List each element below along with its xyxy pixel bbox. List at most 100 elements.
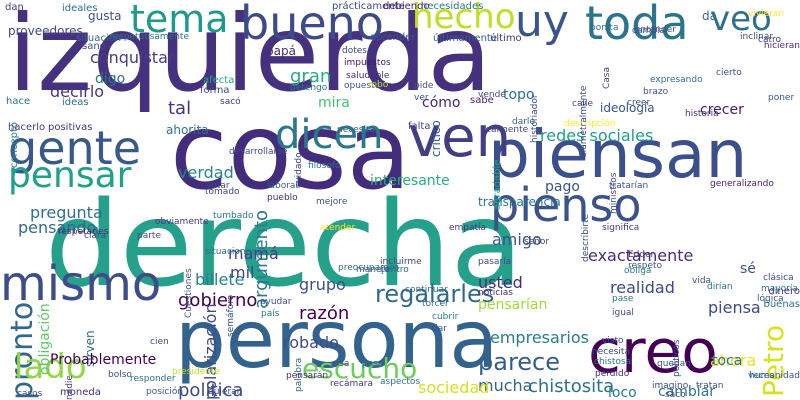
cloud-word: toda (585, 0, 689, 50)
cloud-word: cierto (716, 68, 742, 78)
cloud-word: realidad (610, 278, 675, 297)
cloud-word: filósofo (308, 161, 341, 171)
cloud-word: cambia (632, 26, 665, 36)
cloud-word: escucho (302, 352, 418, 385)
cloud-word: cambiar (658, 384, 716, 400)
cloud-word: preocupamos (338, 263, 400, 273)
cloud-word: hicieran (763, 41, 800, 51)
cloud-word: Probablemente (50, 352, 157, 368)
cloud-word: dicen (275, 112, 384, 158)
cloud-word: exactamente (588, 246, 694, 265)
cloud-word: dan (5, 2, 24, 13)
cloud-word: Cuestiones (184, 268, 194, 318)
cloud-word: mejore (316, 197, 348, 207)
cloud-word: pensarán (286, 371, 329, 381)
cloud-word: respeto (628, 261, 663, 271)
cloud-word: parece (478, 348, 561, 376)
cloud-word: laboral (267, 181, 298, 191)
cloud-word: recámara (330, 379, 374, 389)
cloud-word: desarrollarse (229, 147, 288, 157)
cloud-word: billete (195, 270, 245, 289)
cloud-word: pensarían (478, 297, 548, 313)
cloud-word: usted (478, 273, 523, 292)
cloud-word: ahorita (166, 123, 209, 137)
cloud-word: empresarios (490, 328, 589, 347)
cloud-word: moneda (60, 387, 101, 398)
cloud-word: gusta (88, 9, 122, 23)
cloud-word: lado (14, 347, 87, 387)
cloud-word: mucha (478, 376, 533, 395)
cloud-word: cubrir (432, 312, 459, 322)
cloud-word: pienso (490, 178, 642, 232)
cloud-word: respetuosamente (110, 32, 189, 42)
cloud-word: detengo (290, 83, 328, 93)
cloud-word: ideales (62, 3, 98, 14)
cloud-word: pase (612, 294, 634, 304)
cloud-word: ministros (609, 172, 619, 214)
cloud-word: topo (503, 87, 535, 103)
cloud-word: lógica (757, 294, 784, 304)
cloud-word: verdad (178, 163, 234, 182)
cloud-word: tratarían (609, 181, 649, 191)
cloud-word: señor (524, 237, 550, 247)
cloud-word: políticos (672, 339, 682, 377)
cloud-word: prácticamente (332, 1, 405, 12)
cloud-word: historia (685, 109, 719, 119)
cloud-word: entender (635, 25, 676, 35)
cloud-word: parte (137, 231, 161, 241)
cloud-word: pasa (362, 359, 384, 369)
cloud-word: piensa (708, 298, 761, 317)
cloud-word: piensan (488, 116, 748, 193)
cloud-word: responder (130, 374, 176, 384)
cloud-word: concepto (9, 122, 20, 168)
cloud-word: obviamente (155, 217, 209, 227)
cloud-word: digo (95, 71, 126, 87)
cloud-word: vende (478, 90, 506, 100)
cloud-word: vida (692, 276, 712, 286)
cloud-word: imagino (652, 381, 689, 391)
cloud-word: mismo (0, 256, 162, 312)
cloud-word: torcer (422, 299, 449, 309)
cloud-word: amigo (492, 230, 542, 249)
cloud-word: situaciones (205, 247, 256, 257)
cloud-word: pregunta (30, 203, 103, 222)
cloud-word: da (702, 9, 717, 23)
cloud-word: chistosa (594, 357, 632, 367)
cloud-word: últimamente (433, 33, 497, 44)
cloud-word: positivas (48, 122, 93, 133)
cloud-word: papá (266, 44, 296, 58)
cloud-word: diametralmente (579, 85, 589, 158)
cloud-word: robo (368, 80, 389, 90)
cloud-word: ideas (62, 97, 89, 108)
cloud-word: pago (545, 179, 580, 195)
cloud-word: pensar (8, 155, 132, 196)
cloud-word: creo (588, 317, 718, 387)
cloud-word: Petro (757, 324, 790, 397)
cloud-word: brazo (643, 87, 669, 97)
cloud-word: mira (318, 95, 350, 111)
cloud-word: gran (290, 66, 332, 87)
cloud-word: descripción (564, 119, 616, 129)
cloud-word: bonita (590, 23, 619, 33)
cloud-word: obliga (624, 266, 652, 276)
cloud-word: persona (175, 293, 499, 386)
cloud-word: presidente (172, 367, 220, 377)
cloud-word: hacerlo (8, 122, 46, 133)
cloud-word: posición (146, 387, 184, 397)
cloud-word: pasaría (478, 257, 512, 267)
cloud-word: mamá (228, 244, 279, 263)
cloud-word: grupo (299, 275, 346, 294)
cloud-word: poner (768, 93, 795, 103)
cloud-word: razón (299, 303, 350, 324)
cloud-word: conquistar (90, 48, 175, 67)
cloud-word: manejo (356, 265, 390, 275)
cloud-word: saludable (346, 71, 390, 81)
cloud-word: humanidad (749, 371, 800, 381)
cloud-word: realmente (482, 125, 529, 135)
cloud-word: clásica (763, 273, 794, 283)
cloud-word: país (261, 309, 280, 319)
cloud-word: último (490, 33, 522, 44)
cloud-word: tumbado (213, 211, 254, 221)
cloud-word: veo (710, 0, 772, 39)
